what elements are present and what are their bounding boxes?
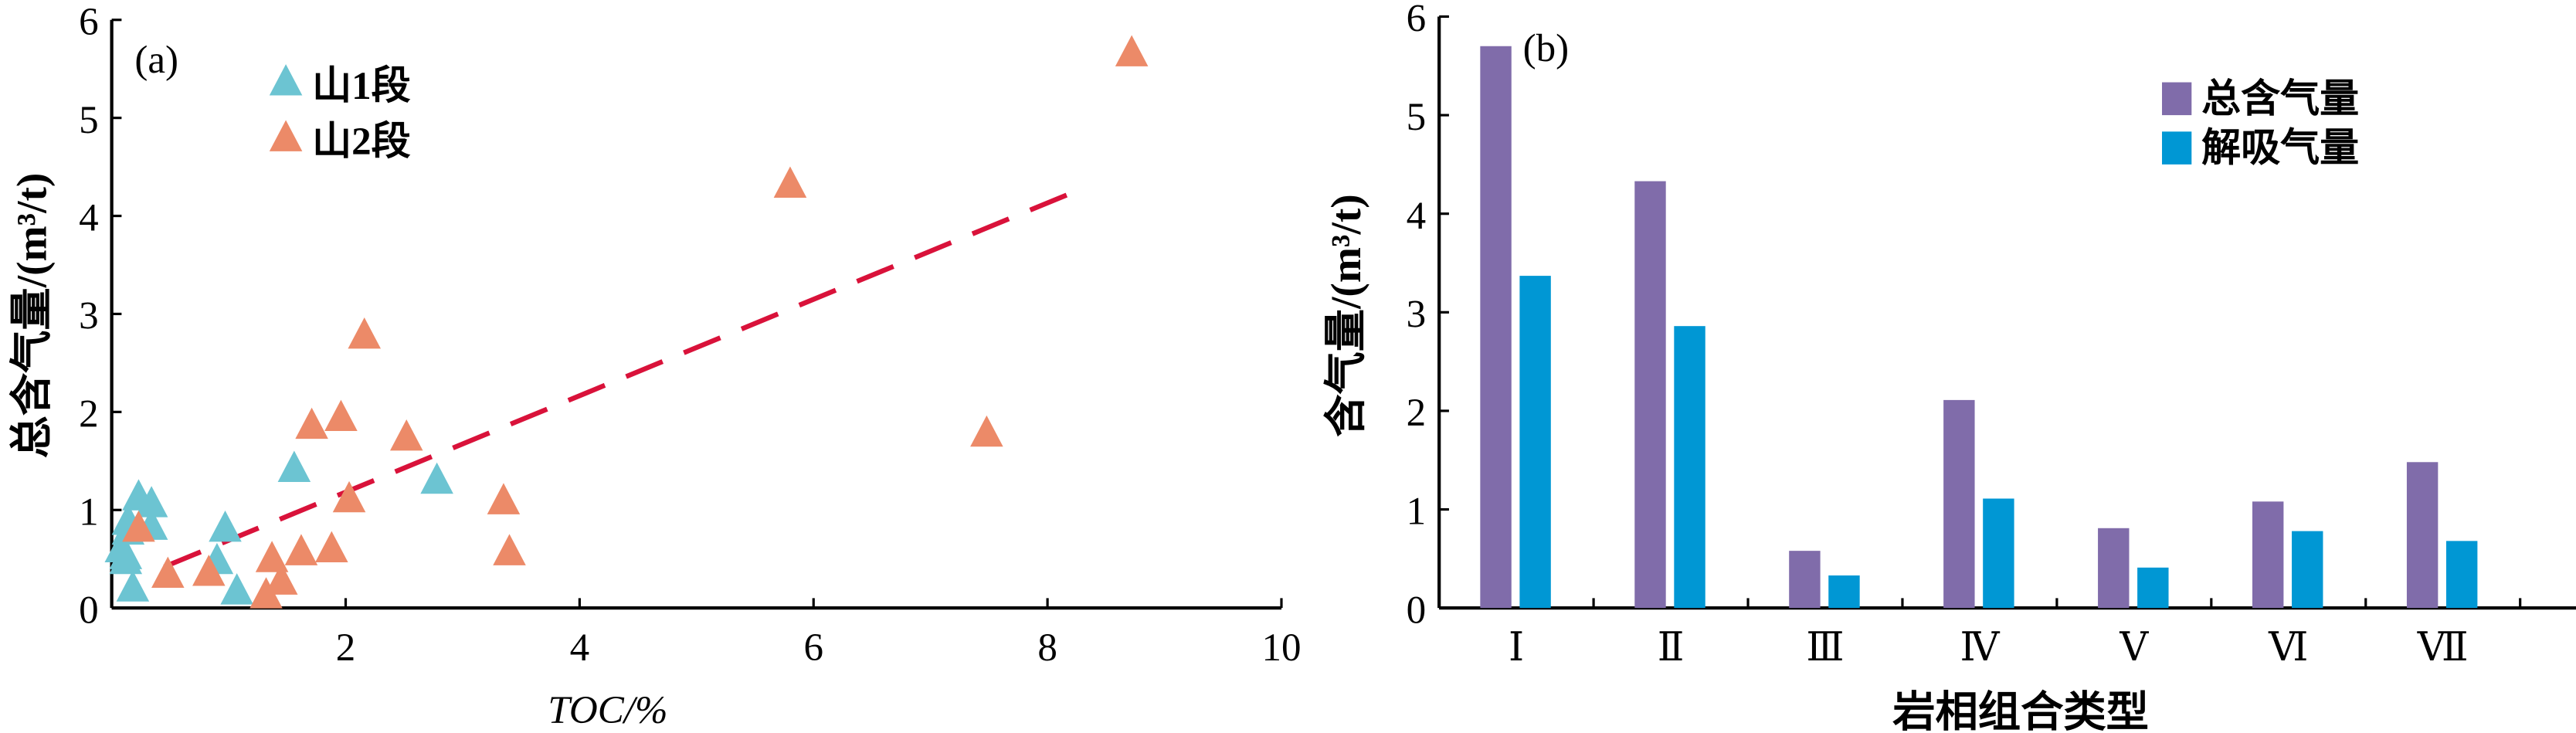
data-point-shan2 [249, 577, 283, 609]
y-tick-label-a: 6 [79, 1, 99, 44]
y-tick-label-b: 1 [1407, 490, 1427, 534]
data-point-shan2 [264, 563, 298, 595]
y-tick-label-b: 2 [1407, 392, 1427, 435]
x-axis-label-b: 岩相组合类型 [1892, 688, 2149, 733]
y-tick-label-a: 0 [79, 589, 99, 632]
bar-desorbed-gas [2292, 531, 2323, 609]
data-point-shan2 [295, 407, 328, 439]
x-tick-label-b: Ⅵ [2268, 626, 2308, 670]
y-tick-label-b: 0 [1407, 589, 1427, 632]
bar-total-gas [1634, 181, 1666, 609]
legend-swatch-total-gas [2162, 82, 2192, 116]
data-point-shan1 [109, 542, 143, 575]
data-point-shan1 [220, 573, 253, 605]
x-tick-label-a: 8 [1037, 626, 1057, 670]
data-point-shan2 [192, 555, 226, 586]
x-tick-label-b: Ⅴ [2119, 626, 2149, 670]
y-tick-label-b: 4 [1407, 195, 1427, 238]
y-axis-label-b: 含气量/(m³/t) [1322, 194, 1369, 436]
x-tick-label-a: 4 [570, 626, 590, 670]
data-point-shan1 [134, 486, 168, 518]
data-point-shan2 [970, 415, 1003, 447]
panel-label-a: (a) [134, 39, 178, 82]
data-point-shan2 [284, 534, 318, 565]
legend-marker-shan2 [269, 120, 303, 151]
data-point-shan1 [420, 462, 453, 494]
bar-desorbed-gas [2445, 541, 2478, 609]
bar-total-gas [1480, 46, 1512, 609]
bar-desorbed-gas [1674, 326, 1705, 609]
legend-marker-shan1 [269, 64, 303, 96]
data-point-shan2 [315, 531, 348, 563]
y-tick-label-b: 5 [1407, 96, 1427, 139]
y-tick-label-a: 2 [79, 392, 99, 436]
data-point-shan2 [255, 541, 289, 572]
panel-label-b: (b) [1523, 27, 1570, 70]
y-tick-label-b: 6 [1407, 0, 1427, 41]
data-point-shan2 [151, 556, 185, 589]
x-tick-label-b: Ⅱ [1658, 626, 1685, 670]
x-tick-label-b: Ⅲ [1806, 626, 1844, 670]
x-tick-label-b: Ⅶ [2417, 626, 2469, 670]
bar-total-gas [1789, 551, 1821, 609]
legend-label: 山2段 [312, 120, 411, 164]
data-point-shan1 [277, 450, 311, 482]
data-point-shan2 [122, 510, 155, 542]
bar-desorbed-gas [1828, 575, 1860, 609]
y-tick-label-a: 5 [79, 99, 99, 142]
x-tick-label-b: Ⅰ [1509, 626, 1524, 670]
bar-total-gas [2098, 528, 2130, 609]
legend-label: 山1段 [312, 64, 411, 108]
y-tick-label-a: 4 [79, 197, 99, 240]
scatter-panel-a: (a) TOC/% 总含气量/(m³/t) 0 1 2 3 4 5 6 2 4 6 8 10 山1段山2… [8, 1, 1302, 732]
bar-total-gas [2406, 462, 2439, 609]
data-point-shan2 [493, 534, 526, 565]
x-tick-label-a: 2 [336, 626, 356, 670]
y-tick-label-a: 1 [79, 490, 99, 534]
data-point-shan1 [209, 510, 242, 542]
bar-desorbed-gas [2137, 567, 2169, 609]
y-tick-label-a: 3 [79, 295, 99, 338]
data-point-shan2 [348, 317, 382, 349]
bar-panel-b: (b) 岩相组合类型 含气量/(m³/t) 0 1 2 3 4 5 6 Ⅰ Ⅱ Ⅲ Ⅳ Ⅴ Ⅵ Ⅶ 总含气量… [1322, 0, 2576, 733]
legend-label: 解吸气量 [2201, 127, 2359, 171]
legend-label: 总含气量 [2201, 77, 2359, 121]
bar-total-gas [1943, 399, 1975, 609]
data-point-shan2 [487, 483, 521, 514]
bar-total-gas [2252, 501, 2284, 609]
x-axis-label-a: TOC/% [548, 689, 667, 732]
data-point-shan2 [332, 480, 366, 513]
data-point-shan1 [116, 570, 150, 602]
bar-desorbed-gas [1983, 498, 2014, 609]
legend-swatch-desorbed-gas [2162, 131, 2192, 165]
data-point-shan2 [389, 419, 423, 451]
trendline [163, 186, 1084, 569]
y-tick-label-b: 3 [1407, 293, 1427, 336]
x-tick-label-a: 10 [1261, 626, 1301, 670]
y-axis-label-a: 总含气量/(m³/t) [8, 173, 56, 459]
data-point-shan2 [324, 399, 358, 431]
data-point-shan2 [1115, 35, 1149, 66]
x-tick-label-b: Ⅳ [1960, 626, 2000, 670]
bar-desorbed-gas [1519, 276, 1551, 609]
x-tick-label-a: 6 [803, 626, 823, 670]
data-point-shan2 [773, 166, 807, 198]
